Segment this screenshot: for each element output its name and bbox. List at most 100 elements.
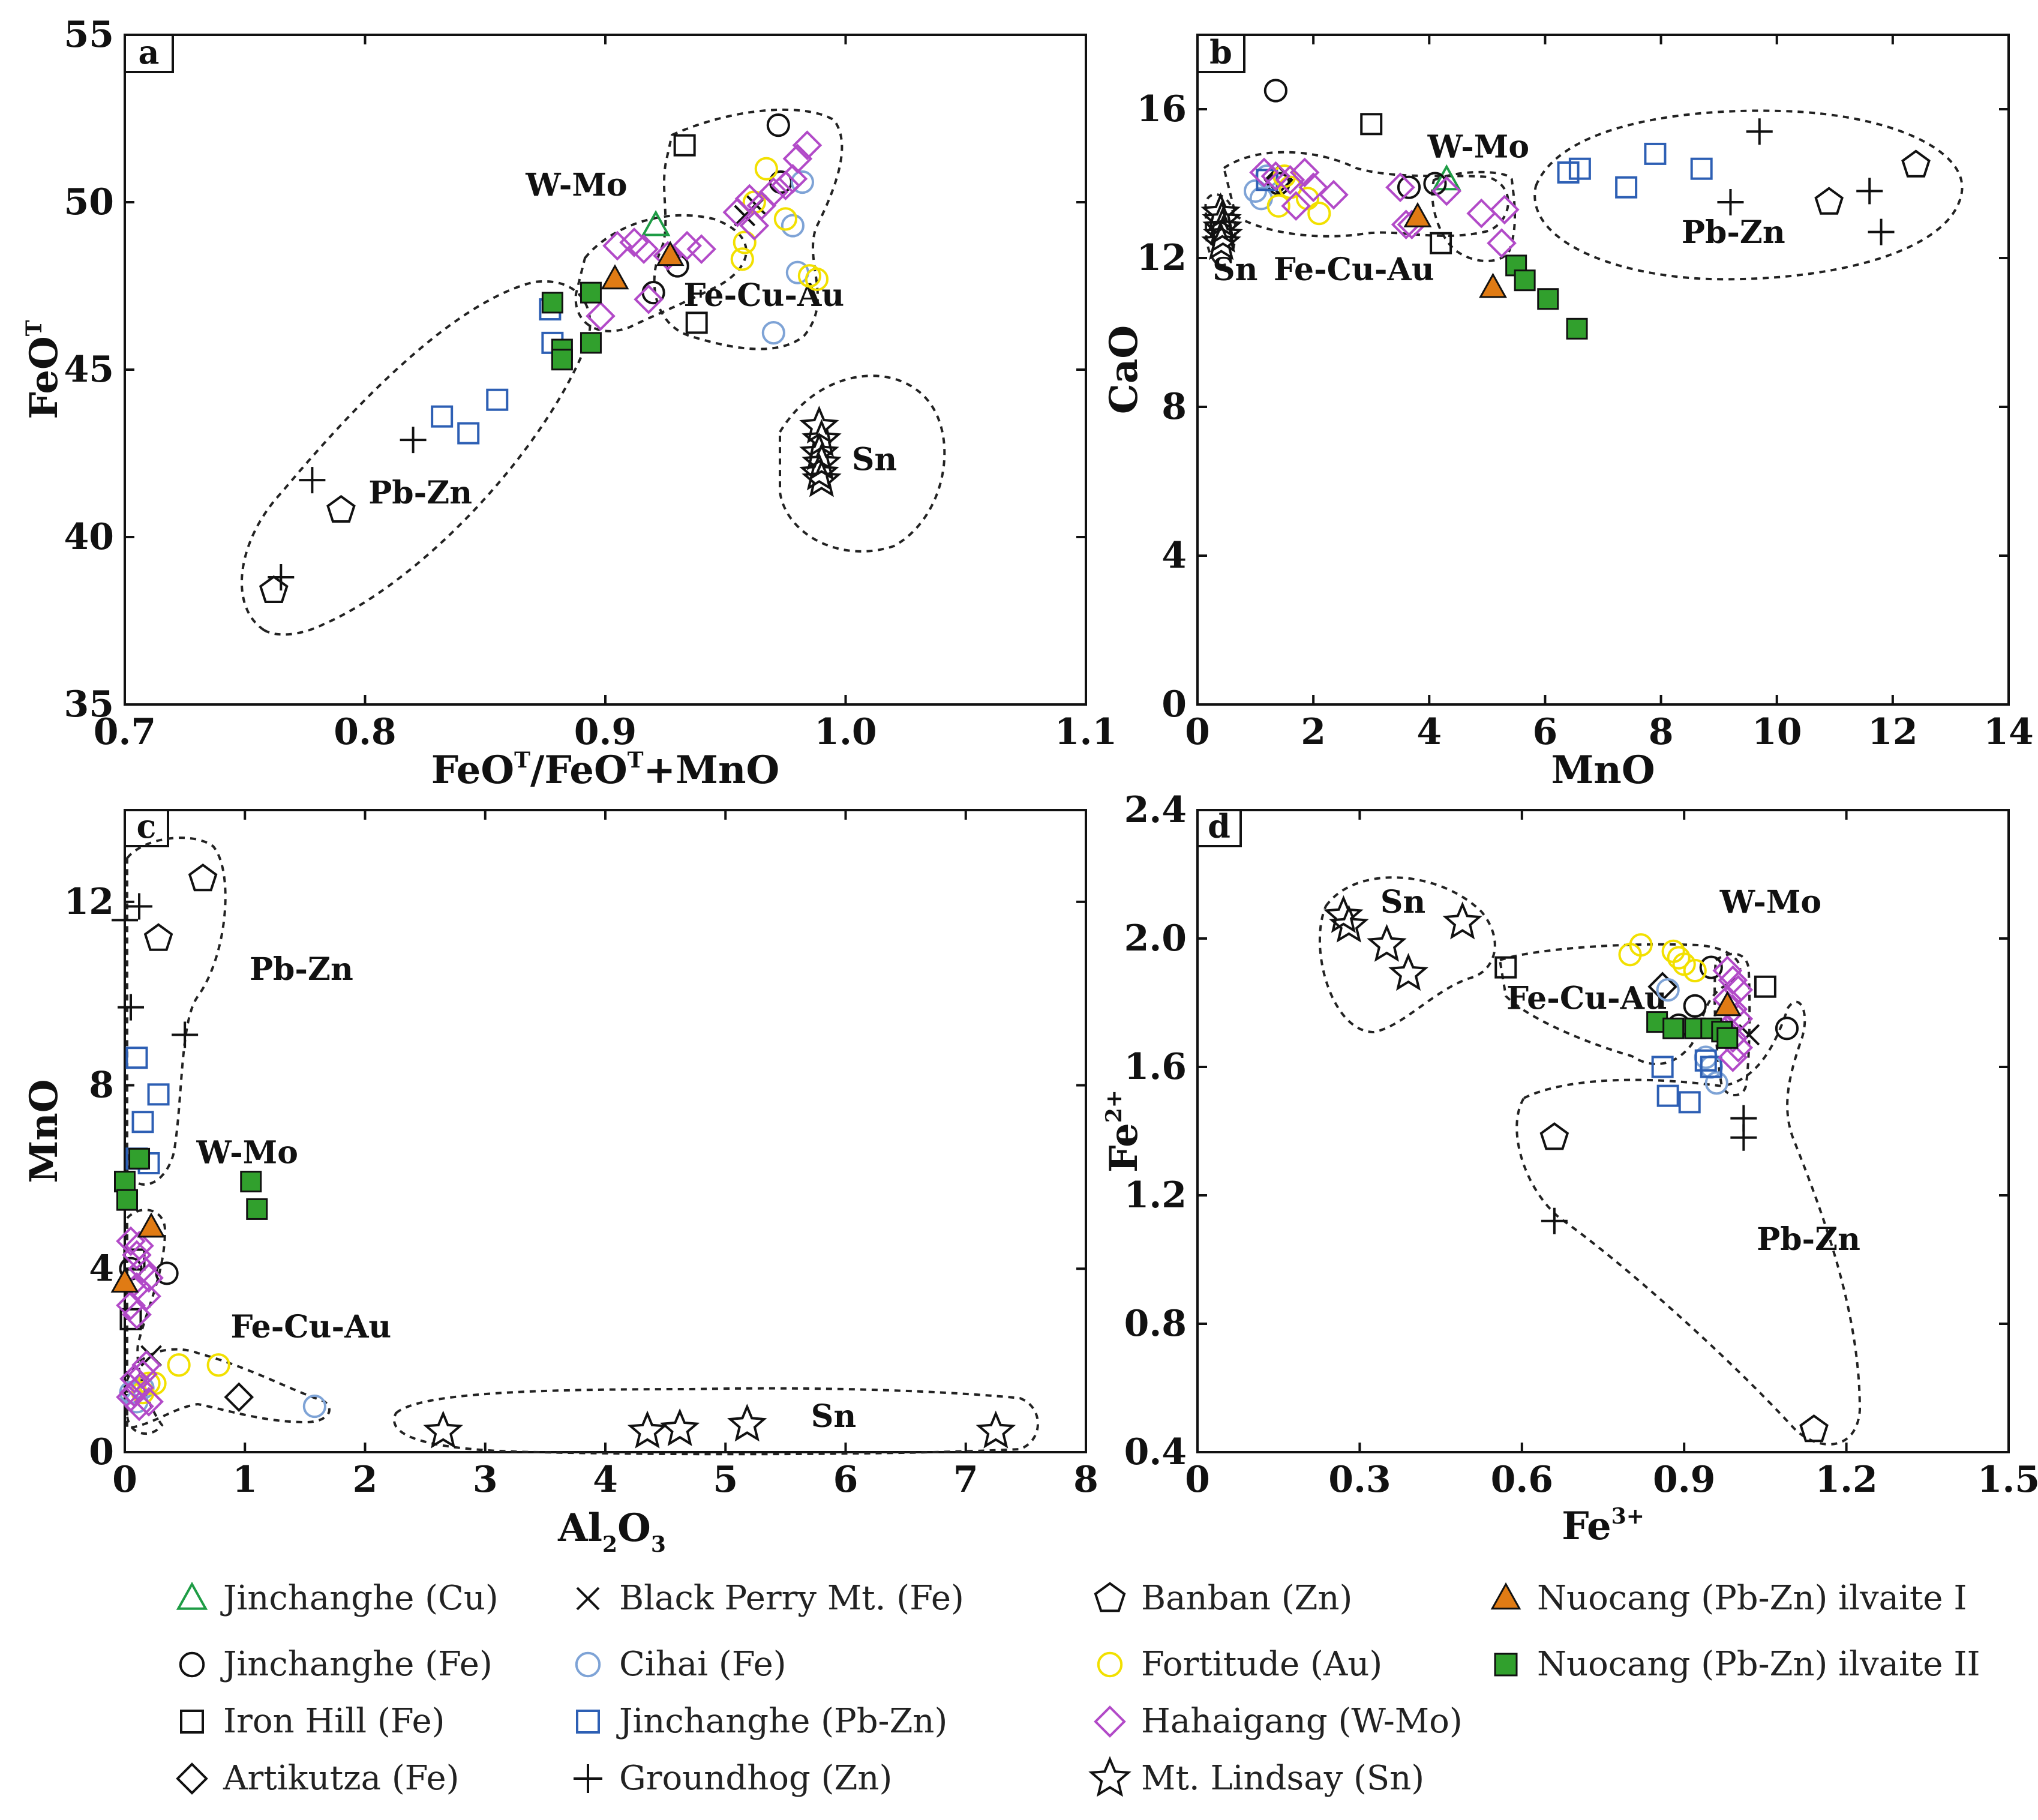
- panel-label: d: [1208, 807, 1230, 845]
- data-point-hahaigang-w-mo: [1298, 172, 1328, 203]
- data-point-mt-lindsay-sn: [1203, 214, 1243, 253]
- data-point-groundhog-zn: [126, 893, 153, 920]
- y-tick-label: 2.4: [1124, 789, 1187, 831]
- data-point-mt-lindsay-sn: [802, 442, 842, 481]
- data-point-jinchanghe-pb-zn: [1694, 1049, 1717, 1072]
- data-point-iron-hill-fe: [119, 1308, 142, 1330]
- data-point-jinchanghe-pb-zn: [1644, 142, 1667, 165]
- y-tick-label: 4: [1161, 535, 1187, 577]
- data-point-cihai-fe: [302, 1394, 326, 1419]
- data-point-iron-hill-fe: [685, 311, 708, 334]
- data-point-iron-hill-fe: [1360, 113, 1383, 136]
- panel-a: a 0.7 0.8 0.9 1.0 1.1 35 40 45 50 55 W-Mo Fe-Cu-Au…: [22, 14, 1117, 793]
- y-axis-label: MnO: [22, 1079, 67, 1183]
- y-tick-label: 40: [64, 516, 115, 558]
- legend-label: Mt. Lindsay (Sn): [1141, 1759, 1424, 1798]
- data-point-jinchanghe-pb-zn: [1651, 1056, 1674, 1078]
- x-tick-label: 1.2: [1815, 1459, 1877, 1501]
- outline-fe-cu-au: [1222, 151, 1509, 238]
- data-point-banban-zn: [326, 494, 356, 523]
- series-mt-lindsay-sn: [423, 1404, 1016, 1449]
- y-axis-label: FeOT: [22, 320, 67, 419]
- data-point-hahaigang-w-mo: [686, 234, 717, 264]
- y-tick-label: 50: [64, 181, 115, 223]
- data-point-mt-lindsay-sn: [802, 459, 842, 497]
- legend-symbol-groundhog-zn: [574, 1764, 602, 1793]
- data-point-jinchanghe-pb-zn: [125, 1047, 148, 1069]
- data-point-hahaigang-w-mo: [758, 177, 789, 208]
- y-axis-label: Fe2+: [1101, 1090, 1146, 1173]
- data-point-groundhog-zn: [118, 994, 145, 1021]
- legend-item-groundhog-zn: Groundhog (Zn): [574, 1759, 892, 1798]
- data-point-nuocang-pb-zn-ilvaite-ii: [1662, 1017, 1685, 1039]
- legend-item-cihai-fe: Cihai (Fe): [575, 1645, 787, 1684]
- series-jinchanghe-pb-zn: [125, 1047, 170, 1174]
- x-tick-label: 3: [473, 1459, 498, 1501]
- data-point-nuocang-pb-zn-ilvaite-ii: [1566, 317, 1588, 340]
- data-point-cihai-fe: [1656, 978, 1680, 1002]
- data-point-groundhog-zn: [172, 1021, 199, 1048]
- x-tick-label: 2: [1301, 711, 1326, 753]
- data-point-hahaigang-w-mo: [1319, 179, 1349, 210]
- data-point-groundhog-zn: [1541, 1207, 1568, 1234]
- data-point-hahaigang-w-mo: [119, 1363, 149, 1394]
- outline-fe-cu-au: [653, 108, 844, 350]
- ylabel-group: MnO: [22, 1079, 67, 1183]
- data-point-jinchanghe-pb-zn: [1678, 1091, 1701, 1114]
- x-axis-label: Al2O3: [557, 1506, 666, 1557]
- series-fortitude-au: [1618, 933, 1707, 983]
- data-point-nuocang-pb-zn-ilvaite-ii: [541, 292, 563, 314]
- series-artikutza-fe: [224, 1382, 254, 1413]
- region-label-fe-cu-au: Fe-Cu-Au: [231, 1309, 392, 1345]
- y-axis-label: CaO: [1101, 325, 1146, 414]
- data-point-hahaigang-w-mo: [602, 230, 632, 261]
- y-tick-label: 55: [64, 14, 115, 56]
- x-tick-label: 2: [353, 1459, 378, 1501]
- outline-w-mo: [126, 1209, 167, 1435]
- region-outlines: [126, 836, 1039, 1456]
- data-point-jinchanghe-pb-zn: [1615, 176, 1638, 199]
- x-tick-label: 14: [1983, 711, 2034, 753]
- series-nuocang-pb-zn-ilvaite-ii: [541, 281, 602, 371]
- region-labels: W-Mo Fe-Cu-Au Pb-Zn Sn: [368, 167, 897, 511]
- region-label-pb-zn: Pb-Zn: [1682, 214, 1785, 251]
- data-point-groundhog-zn: [1746, 118, 1773, 145]
- region-outlines: [1318, 876, 1862, 1446]
- x-axis-label: Fe3+: [1562, 1504, 1644, 1549]
- outline-pb-zn: [1515, 1000, 1862, 1446]
- data-point-groundhog-zn: [1730, 1124, 1757, 1151]
- region-label-fe-cu-au: Fe-Cu-Au: [683, 277, 844, 314]
- series-banban-zn: [259, 494, 356, 603]
- panel-label: a: [139, 33, 160, 71]
- series-groundhog-zn: [1541, 1105, 1757, 1234]
- series-nuocang-pb-zn-ilvaite-ii: [1505, 254, 1588, 340]
- y-tick-label: 12: [1137, 237, 1187, 279]
- x-tick-label: 12: [1868, 711, 1918, 753]
- outline-pb-zn: [126, 836, 227, 1186]
- y-tick-label: 4: [89, 1248, 114, 1290]
- y-tick-label: 1.6: [1124, 1046, 1187, 1088]
- plot-frame: [124, 809, 1087, 1453]
- data-point-nuocang-pb-zn-ilvaite-i: [601, 264, 629, 290]
- y-tick-label: 1.2: [1124, 1174, 1187, 1216]
- data-point-nuocang-pb-zn-ilvaite-i: [1713, 991, 1742, 1017]
- legend-label: Jinchanghe (Fe): [220, 1645, 493, 1684]
- series-hahaigang-w-mo: [586, 130, 823, 331]
- outline-sn: [393, 1387, 1039, 1456]
- data-point-jinchanghe-pb-zn: [1568, 157, 1591, 180]
- data-point-nuocang-pb-zn-ilvaite-ii: [1514, 269, 1536, 292]
- legend-item-mt-lindsay-sn: Mt. Lindsay (Sn): [1088, 1756, 1424, 1798]
- x-tick-label: 8: [1073, 1459, 1098, 1501]
- legend-label: Cihai (Fe): [619, 1645, 787, 1684]
- series-jinchanghe-cu: [641, 209, 671, 236]
- region-label-sn: Sn: [1212, 251, 1257, 288]
- data-points: [1323, 895, 1829, 1443]
- legend-symbol-banban-zn: [1094, 1582, 1126, 1612]
- data-point-banban-zn: [188, 863, 218, 892]
- x-tick-label: 1: [232, 1459, 257, 1501]
- data-point-hahaigang-w-mo: [1712, 955, 1743, 986]
- y-tick-label: 8: [1161, 386, 1187, 428]
- y-tick-label: 0.4: [1124, 1431, 1187, 1473]
- series-iron-hill-fe: [673, 134, 708, 334]
